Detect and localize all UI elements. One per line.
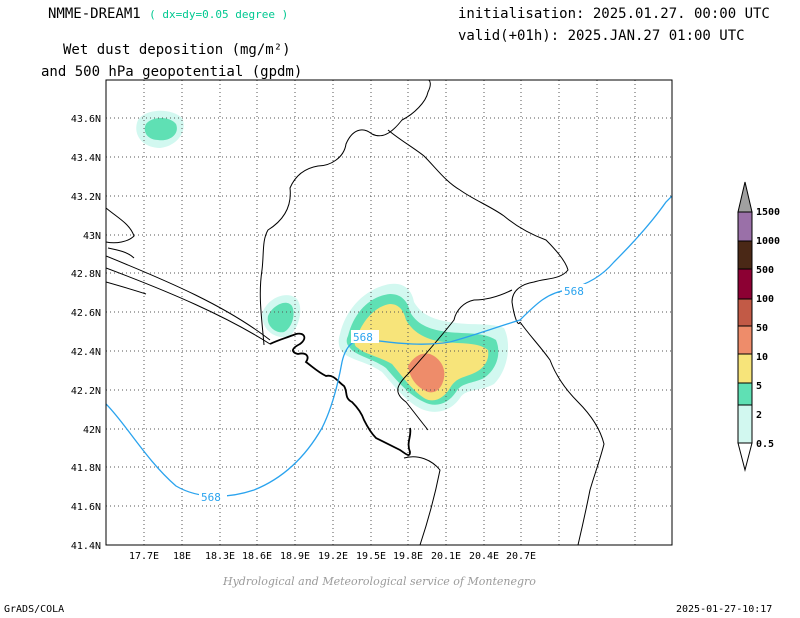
legend-label: 5 (756, 381, 762, 392)
lon-label: 18.3E (205, 551, 235, 562)
contour-label: 568 (564, 285, 584, 298)
legend-swatch (737, 211, 753, 242)
longitude-labels: 17.7E 18E 18.3E 18.6E 18.9E 19.2E 19.5E … (129, 551, 536, 562)
legend-label: 2 (756, 410, 762, 421)
lat-label: 43.4N (71, 153, 101, 164)
lat-label: 42N (83, 425, 101, 436)
legend-swatch (737, 353, 753, 384)
montenegro-coastline (269, 332, 412, 456)
software-label: GrADS/COLA (4, 604, 65, 615)
lon-label: 20.7E (506, 551, 536, 562)
dust-deposition-shading (136, 110, 509, 412)
lon-label: 19.8E (393, 551, 423, 562)
lat-label: 42.8N (71, 269, 101, 280)
legend-label: 1000 (756, 236, 780, 247)
lat-label: 42.2N (71, 386, 101, 397)
map-plot-area (106, 80, 672, 545)
lon-label: 20.4E (469, 551, 499, 562)
lat-label: 43N (83, 231, 101, 242)
lon-label: 19.2E (318, 551, 348, 562)
lat-label: 41.4N (71, 541, 101, 552)
lon-label: 17.7E (129, 551, 159, 562)
legend-arrow-bottom (737, 442, 753, 472)
contour-labels: 568 568 568 (199, 284, 590, 504)
model-name: NMME-DREAM1 ( dx=dy=0.05 degree ) (48, 6, 288, 22)
legend-swatch (737, 240, 753, 270)
legend-labels: 0.5 2 5 10 50 100 500 1000 1500 (756, 207, 780, 450)
latitude-labels: 43.6N 43.4N 43.2N 43N 42.8N 42.6N 42.4N … (71, 114, 101, 552)
lon-label: 18E (173, 551, 191, 562)
lon-label: 18.9E (280, 551, 310, 562)
lat-lon-grid (106, 80, 672, 545)
credit-text: Hydrological and Meteorological service … (223, 575, 536, 588)
valid-time: valid(+01h): 2025.JAN.27 01:00 UTC (458, 28, 745, 44)
model-label: NMME-DREAM1 (48, 6, 141, 22)
legend-swatch (737, 298, 753, 327)
generation-timestamp: 2025-01-27-10:17 (676, 604, 773, 615)
legend-label: 1500 (756, 207, 780, 218)
resolution-label: ( dx=dy=0.05 degree ) (149, 8, 289, 21)
plot-frame (105, 79, 673, 546)
legend-swatch (737, 325, 753, 355)
dust-level-2 (267, 302, 294, 333)
legend-label: 100 (756, 294, 774, 305)
legend-label: 500 (756, 265, 774, 276)
lat-label: 41.6N (71, 502, 101, 513)
contour-label: 568 (353, 331, 373, 344)
legend-swatch (737, 382, 753, 406)
legend-swatch (737, 268, 753, 300)
lat-label: 43.2N (71, 192, 101, 203)
map-title-line2: and 500 hPa geopotential (gpdm) (41, 64, 303, 80)
legend-label: 50 (756, 323, 768, 334)
country-borders (106, 80, 605, 545)
lon-label: 19.5E (356, 551, 386, 562)
lon-label: 18.6E (242, 551, 272, 562)
contour-label: 568 (201, 491, 221, 504)
legend-label: 0.5 (756, 439, 774, 450)
lat-label: 41.8N (71, 463, 101, 474)
lon-label: 20.1E (431, 551, 461, 562)
lat-label: 42.4N (71, 347, 101, 358)
dust-level-2 (144, 118, 177, 141)
lat-label: 42.6N (71, 308, 101, 319)
map-title-line1: Wet dust deposition (mg/m²) (63, 42, 291, 58)
legend-label: 10 (756, 352, 768, 363)
lat-label: 43.6N (71, 114, 101, 125)
initialisation-time: initialisation: 2025.01.27. 00:00 UTC (458, 6, 770, 22)
dust-level-5 (354, 304, 489, 401)
legend-swatch (737, 404, 753, 444)
legend-colorbar (737, 181, 753, 472)
legend-arrow-top (737, 181, 753, 213)
